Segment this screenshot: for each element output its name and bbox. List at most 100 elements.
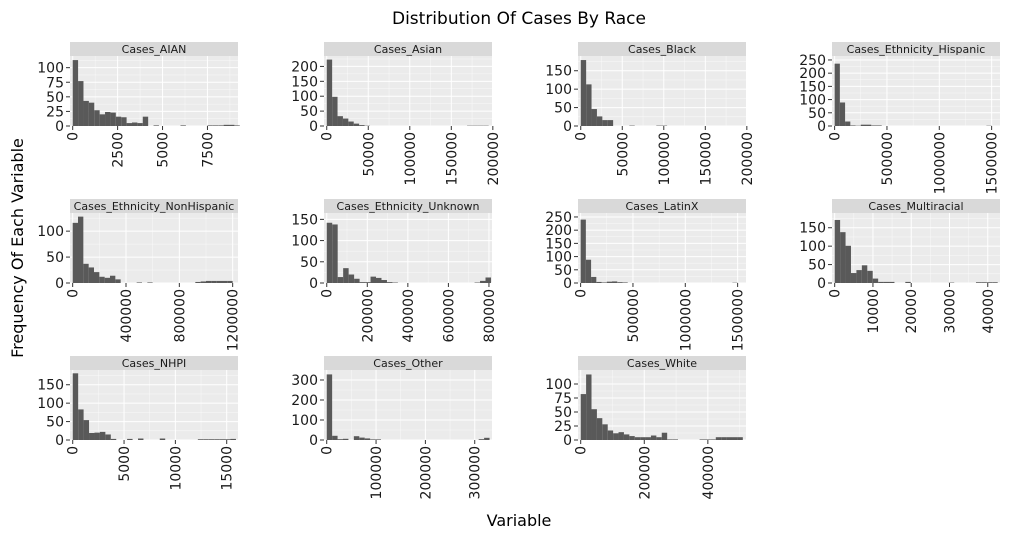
histogram-bar xyxy=(206,280,212,283)
y-tick-label: 50 xyxy=(808,106,826,122)
y-tick-label: 0 xyxy=(55,119,64,135)
histogram-bar xyxy=(78,216,84,283)
x-tick-label: 10000 xyxy=(168,446,184,491)
histogram-bar xyxy=(326,59,333,127)
y-tick-label: 150 xyxy=(799,221,826,237)
facet-panel: Cases_Ethnicity_NonHispanic 0 50 100 0 400000… xyxy=(37,199,242,351)
histogram-bar xyxy=(227,280,233,283)
histogram-bar xyxy=(699,439,705,440)
facet-strip-label: Cases_Ethnicity_NonHispanic xyxy=(74,200,235,213)
y-tick-label: 250 xyxy=(545,210,572,226)
histogram-bar xyxy=(159,438,166,440)
histogram-bar xyxy=(737,437,743,440)
histogram-bar xyxy=(211,280,217,283)
x-tick-label: 1500000 xyxy=(985,132,1001,194)
y-tick-label: 50 xyxy=(46,415,64,431)
histogram-bar xyxy=(580,394,587,440)
y-tick-label: 100 xyxy=(799,239,826,255)
histogram-bar xyxy=(850,273,857,283)
y-tick-label: 0 xyxy=(817,119,826,135)
x-tick-label: 0 xyxy=(320,289,336,298)
histogram-bar xyxy=(83,100,89,126)
histogram-bar xyxy=(580,219,586,283)
y-axis-title: Frequency Of Each Variable xyxy=(8,138,27,358)
histogram-bar xyxy=(876,125,882,126)
y-tick-label: 300 xyxy=(291,373,318,389)
histogram-bar xyxy=(219,439,226,440)
histogram-bar xyxy=(617,282,623,283)
histogram-bar xyxy=(99,276,105,283)
histogram-bar xyxy=(337,277,344,283)
histogram-bar xyxy=(89,433,95,440)
x-tick-label: 7500 xyxy=(200,132,216,168)
histogram-bar xyxy=(586,374,592,440)
x-tick-label: 0 xyxy=(574,289,590,298)
y-tick-label: 200 xyxy=(545,223,572,239)
facet-strip-label: Cases_Multiracial xyxy=(868,200,963,213)
histogram-bar xyxy=(710,439,716,440)
x-tick-label: 0 xyxy=(320,132,336,141)
histogram-bar xyxy=(661,432,668,440)
histogram-bar xyxy=(342,118,349,126)
histogram-bar xyxy=(78,409,84,440)
histogram-bar xyxy=(105,112,111,126)
x-tick-label: 1500000 xyxy=(731,289,747,351)
histogram-bar xyxy=(856,270,862,283)
histogram-bar xyxy=(613,433,619,440)
y-tick-label: 75 xyxy=(46,75,64,91)
histogram-bar xyxy=(342,438,349,440)
histogram-bar xyxy=(83,263,89,283)
histogram-bar xyxy=(229,124,235,126)
histogram-bar xyxy=(640,437,646,440)
y-tick-label: 50 xyxy=(808,258,826,274)
x-axis-title: Variable xyxy=(487,511,552,530)
y-tick-label: 50 xyxy=(554,101,572,117)
x-tick-label: 50000 xyxy=(615,132,631,177)
histogram-bar xyxy=(845,245,851,283)
histogram-bar xyxy=(672,439,678,440)
x-tick-label: 40000 xyxy=(981,289,997,334)
x-tick-label: 500000 xyxy=(880,132,896,185)
histogram-bar xyxy=(834,63,840,126)
panel-background xyxy=(578,213,746,283)
histogram-bar xyxy=(138,438,144,440)
x-tick-label: 1200000 xyxy=(226,289,242,351)
x-tick-label: 100000 xyxy=(369,446,385,499)
x-tick-label: 0 xyxy=(66,132,82,141)
x-tick-label: 50000 xyxy=(361,132,377,177)
histogram-bar xyxy=(480,280,486,283)
y-tick-label: 50 xyxy=(554,263,572,279)
facet-strip-label: Cases_Ethnicity_Unknown xyxy=(337,200,480,213)
histogram-bar xyxy=(850,125,856,126)
histogram-bar xyxy=(225,439,231,440)
x-tick-label: 400000 xyxy=(401,289,417,342)
histogram-bar xyxy=(622,282,628,283)
panel-background xyxy=(832,56,1000,126)
facet-strip-label: Cases_LatinX xyxy=(626,200,699,213)
x-tick-label: 100000 xyxy=(403,132,419,185)
y-tick-label: 0 xyxy=(309,119,318,135)
histogram-bar xyxy=(353,123,360,126)
histogram-bar xyxy=(110,275,116,283)
histogram-bar xyxy=(230,438,236,440)
histogram-bar xyxy=(197,439,204,440)
histogram-bar xyxy=(137,123,143,126)
y-tick-label: 0 xyxy=(309,433,318,449)
y-tick-label: 0 xyxy=(309,276,318,292)
y-tick-label: 75 xyxy=(554,391,572,407)
histogram-bar xyxy=(353,436,360,440)
histogram-bar xyxy=(634,437,641,440)
histogram-bar xyxy=(126,123,132,126)
y-tick-label: 0 xyxy=(563,119,572,135)
histogram-bar xyxy=(99,114,106,126)
histogram-bar xyxy=(656,437,662,440)
histogram-bar xyxy=(348,121,354,126)
histogram-bar xyxy=(667,439,673,440)
histogram-bar xyxy=(861,265,868,283)
y-tick-label: 150 xyxy=(291,212,318,228)
facet-strip-label: Cases_AIAN xyxy=(122,43,187,56)
histogram-bar xyxy=(596,116,603,126)
